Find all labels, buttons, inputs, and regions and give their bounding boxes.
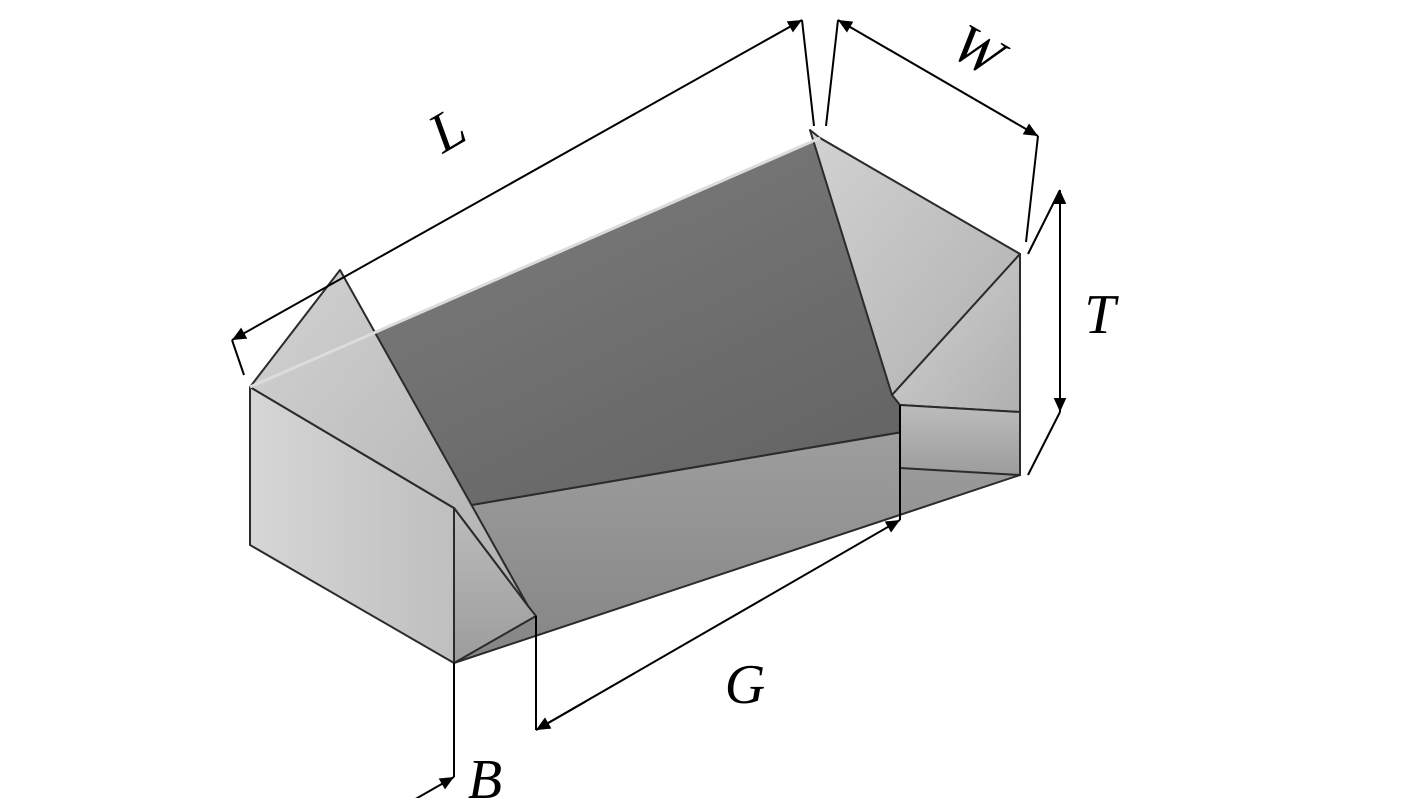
arrowhead — [439, 777, 454, 789]
arrowhead — [885, 520, 900, 532]
ext-T1 — [1028, 190, 1060, 254]
arrowhead — [1023, 124, 1038, 136]
label-W: W — [942, 12, 1017, 91]
ext-W1 — [826, 20, 838, 126]
ext-T2 — [1028, 412, 1060, 475]
label-L: L — [418, 96, 477, 166]
label-G: G — [725, 654, 765, 716]
arrowhead — [838, 20, 853, 32]
dimension-diagram: L W T G B — [0, 0, 1420, 798]
dimension-W: W — [838, 12, 1038, 136]
terminal-right-front — [900, 405, 1020, 475]
label-B: B — [468, 749, 502, 798]
ext-L1 — [232, 340, 244, 375]
dimension-T: T — [1054, 190, 1120, 412]
label-T: T — [1084, 284, 1119, 346]
ext-L2 — [802, 20, 814, 126]
ext-W2 — [1026, 136, 1038, 242]
arrowhead — [1054, 398, 1067, 412]
